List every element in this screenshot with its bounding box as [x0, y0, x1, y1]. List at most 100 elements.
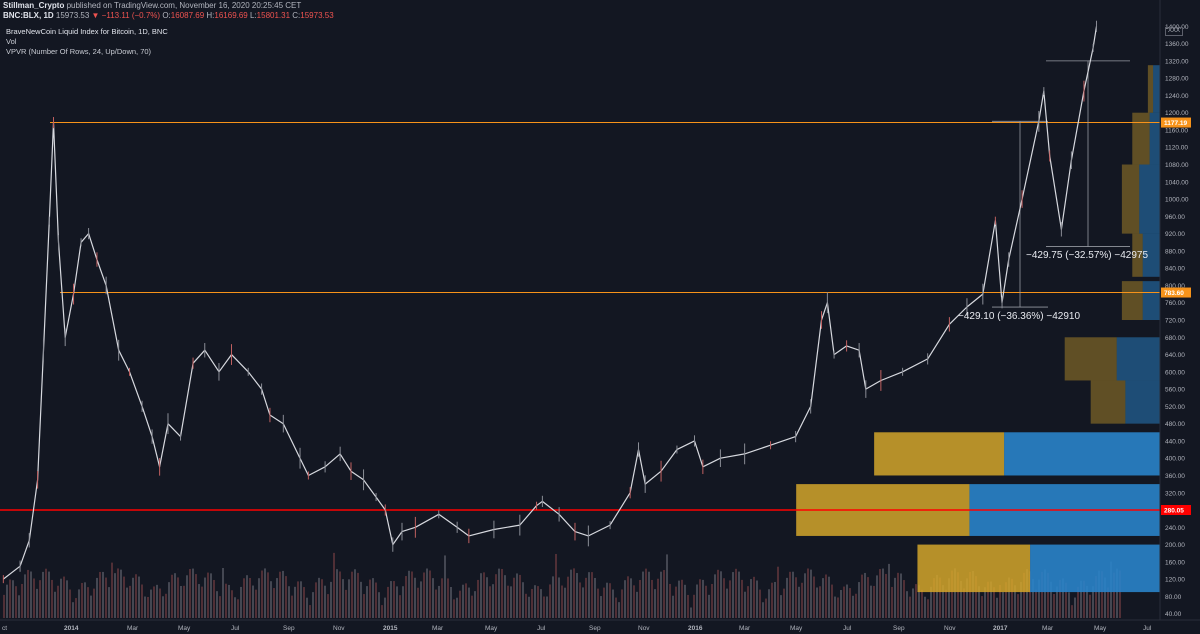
volume-bar: [33, 578, 35, 618]
volume-bar: [93, 588, 95, 618]
volume-bar: [432, 578, 434, 618]
volume-bar: [378, 592, 380, 618]
volume-bar: [375, 582, 377, 618]
volume-bar: [633, 585, 635, 618]
volume-bar: [279, 571, 281, 618]
y-tick-label: 600.00: [1165, 369, 1185, 376]
volume-bar: [525, 593, 527, 618]
volume-bar: [1059, 579, 1061, 618]
volume-bar: [1104, 577, 1106, 618]
y-tick-label: 560.00: [1165, 387, 1185, 394]
volume-bar: [39, 580, 41, 618]
volume-bar: [69, 589, 71, 618]
time-axis-panel[interactable]: [0, 620, 1200, 634]
volume-bar: [552, 576, 554, 618]
volume-bar: [360, 581, 362, 618]
volume-bar: [72, 602, 74, 618]
volume-bar: [45, 568, 47, 618]
x-tick-label: Mar: [432, 625, 444, 632]
legend-vol[interactable]: Vol: [6, 37, 17, 46]
volume-bar: [153, 586, 155, 618]
volume-bar: [771, 582, 773, 618]
volume-bar: [1068, 592, 1070, 618]
volume-bar: [825, 574, 827, 618]
volume-bar: [336, 569, 338, 618]
volume-bar: [15, 586, 17, 618]
volume-bar: [231, 590, 233, 618]
volume-bar: [300, 581, 302, 618]
volume-bar: [849, 588, 851, 618]
volume-bar: [993, 587, 995, 618]
volume-bar: [501, 568, 503, 618]
volume-bar: [138, 576, 140, 618]
volume-bar: [306, 597, 308, 618]
x-tick-label: May: [178, 625, 191, 632]
volume-bar: [261, 570, 263, 618]
y-tick-label: 1160.00: [1165, 127, 1188, 134]
y-tick-label: 120.00: [1165, 577, 1185, 584]
volume-bar: [1065, 582, 1067, 618]
volume-bar: [117, 568, 119, 618]
volume-bar: [1053, 594, 1055, 618]
volume-bar: [510, 586, 512, 618]
volume-bar: [753, 576, 755, 618]
volume-bar: [174, 573, 176, 618]
volume-bar: [558, 577, 560, 618]
volume-bar: [873, 585, 875, 618]
volume-bar: [657, 578, 659, 618]
volume-bar: [639, 579, 641, 618]
volume-bar: [468, 587, 470, 618]
volume-bar: [234, 597, 236, 618]
symbol-label[interactable]: BNC:BLX, 1D: [3, 11, 54, 20]
volume-bar: [783, 588, 785, 618]
volume-bar: [90, 595, 92, 618]
volume-bar: [843, 586, 845, 618]
volume-bar: [417, 587, 419, 618]
volume-bar: [1050, 581, 1052, 618]
high-label: H:: [206, 11, 215, 20]
volume-bar: [1113, 572, 1115, 618]
y-tick-label: 400.00: [1165, 456, 1185, 463]
vpvr-down-bar: [1149, 112, 1160, 165]
scale-mode-badge[interactable]: XXX: [1164, 27, 1183, 36]
volume-bar: [795, 577, 797, 618]
volume-bar: [750, 579, 752, 618]
volume-bar: [1035, 589, 1037, 618]
volume-bar: [1071, 605, 1073, 618]
y-tick-label: 40.00: [1165, 611, 1182, 618]
vpvr-up-bar: [1064, 337, 1117, 381]
y-tick-label: 1040.00: [1165, 179, 1189, 186]
volume-bar: [498, 568, 500, 618]
volume-bar: [177, 577, 179, 618]
last-price: 15973.53: [55, 11, 90, 20]
volume-bar: [240, 586, 242, 618]
volume-bar: [798, 586, 800, 618]
volume-bar: [1086, 585, 1088, 618]
volume-bar: [531, 588, 533, 618]
volume-bar: [561, 585, 563, 618]
y-tick-label: 240.00: [1165, 525, 1185, 532]
volume-bar: [921, 589, 923, 618]
price-axis-panel[interactable]: [1160, 0, 1200, 634]
volume-bar: [147, 596, 149, 618]
y-tick-label: 680.00: [1165, 335, 1185, 342]
volume-bar: [6, 584, 8, 618]
open-value: 16087.69: [170, 11, 205, 20]
volume-bar: [648, 571, 650, 618]
volume-bar: [732, 572, 734, 618]
volume-bar: [693, 594, 695, 618]
volume-bar: [813, 576, 815, 618]
volume-bar: [75, 598, 77, 618]
legend-vpvr[interactable]: VPVR (Number Of Rows, 24, Up/Down, 70): [6, 47, 152, 56]
x-tick-label: May: [1094, 625, 1107, 632]
volume-bar: [738, 571, 740, 618]
volume-bar: [321, 579, 323, 618]
y-tick-label: 920.00: [1165, 231, 1185, 238]
volume-bar: [666, 554, 668, 618]
volume-bar: [342, 579, 344, 618]
volume-bar: [822, 578, 824, 618]
author-name[interactable]: Stillman_Crypto: [3, 1, 65, 10]
y-tick-label: 960.00: [1165, 214, 1185, 221]
legend-main[interactable]: BraveNewCoin Liquid Index for Bitcoin, 1…: [6, 27, 168, 36]
